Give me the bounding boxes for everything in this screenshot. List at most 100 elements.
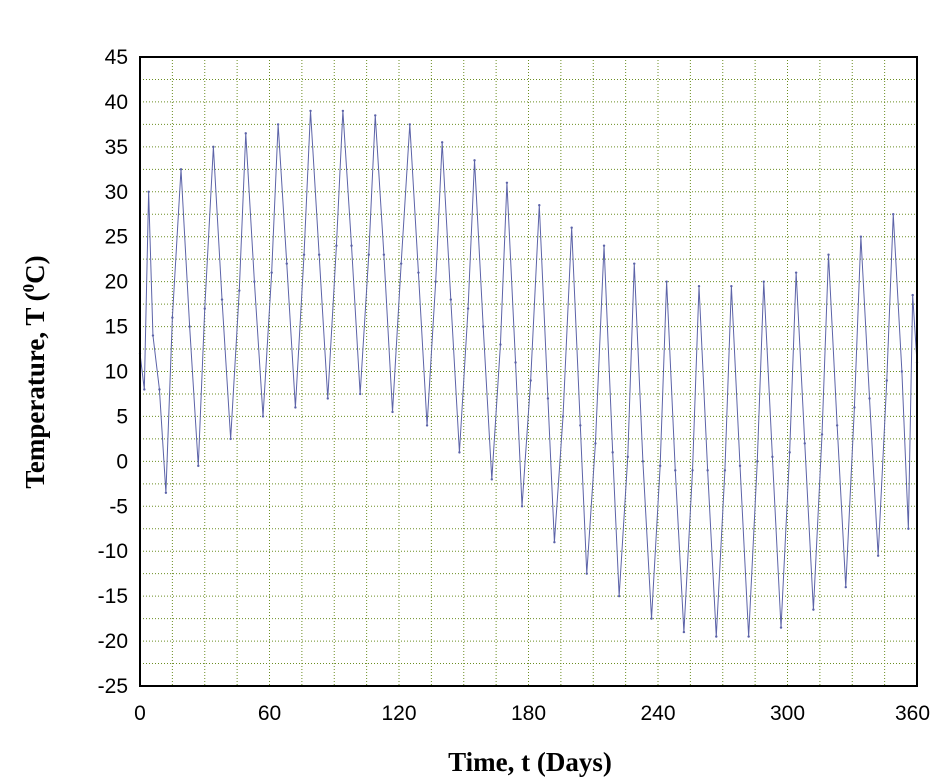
y-tick-label: 45	[105, 46, 128, 69]
y-tick-label: -15	[98, 585, 128, 608]
data-point	[835, 424, 839, 427]
data-point	[779, 626, 783, 629]
data-point	[706, 469, 709, 472]
data-point	[885, 379, 888, 382]
data-point	[585, 572, 588, 575]
data-point	[212, 145, 215, 149]
x-tick-label: 0	[134, 702, 146, 725]
data-point	[229, 437, 232, 441]
data-point	[367, 253, 370, 256]
data-point	[473, 159, 476, 162]
data-point	[812, 608, 815, 611]
data-point	[158, 388, 161, 391]
x-tick-label: 300	[770, 702, 805, 725]
data-point	[803, 442, 806, 445]
data-point	[715, 635, 718, 638]
data-point	[762, 280, 765, 283]
data-point	[335, 244, 338, 247]
data-point	[594, 442, 597, 445]
data-point	[499, 343, 502, 346]
data-point	[391, 410, 394, 414]
data-point	[326, 397, 329, 400]
y-axis-title-superscript: 0	[19, 284, 38, 293]
data-point	[697, 284, 701, 288]
data-point	[844, 585, 847, 589]
y-axis-title-main: Temperature, T (	[20, 292, 50, 488]
data-point	[529, 379, 532, 382]
data-point	[911, 293, 914, 297]
y-tick-label: -25	[98, 675, 128, 698]
data-point	[143, 388, 146, 391]
y-tick-label: 25	[105, 226, 128, 249]
data-point	[538, 204, 541, 207]
x-tick-label: 360	[895, 702, 930, 725]
data-point	[179, 168, 183, 171]
data-point	[747, 635, 750, 638]
data-point	[302, 253, 306, 256]
x-tick-label: 60	[258, 702, 281, 725]
data-point	[691, 469, 694, 472]
data-point	[626, 455, 629, 459]
data-point	[171, 316, 174, 319]
data-series	[138, 109, 919, 638]
data-point	[674, 469, 677, 472]
y-tick-label: 20	[105, 271, 128, 294]
data-point	[270, 271, 273, 274]
data-point	[253, 280, 256, 283]
data-point	[261, 415, 265, 418]
data-point	[658, 464, 662, 468]
data-point	[276, 123, 280, 126]
data-point	[611, 451, 614, 454]
data-point	[633, 262, 636, 265]
data-point	[561, 415, 565, 418]
data-point	[546, 397, 550, 400]
data-point	[514, 361, 517, 364]
data-point	[434, 280, 437, 283]
data-point	[238, 289, 241, 292]
y-tick-label: -5	[109, 495, 128, 518]
data-point	[820, 433, 824, 436]
y-tick-label: 0	[116, 450, 128, 473]
data-point	[244, 132, 247, 135]
data-point	[425, 424, 429, 427]
data-point	[570, 226, 573, 229]
data-point	[853, 406, 856, 409]
y-tick-label: -20	[98, 630, 128, 653]
data-point	[341, 109, 345, 113]
data-point	[481, 325, 485, 328]
x-tick-label: 180	[511, 702, 546, 725]
y-tick-label: 30	[105, 181, 128, 204]
data-point	[900, 370, 904, 373]
y-tick-label: -10	[98, 540, 128, 563]
y-axis-title-unit: C)	[20, 255, 50, 284]
plot-frame	[139, 56, 918, 687]
data-point	[408, 123, 411, 126]
data-point	[309, 109, 312, 113]
data-point	[650, 617, 653, 620]
y-tick-label: 40	[105, 91, 128, 114]
data-point	[738, 464, 742, 468]
x-tick-labels: 0 60 120 180 240 300 360	[134, 702, 930, 725]
data-point	[520, 505, 524, 508]
data-point	[490, 478, 494, 481]
data-point	[440, 141, 444, 144]
y-tick-label: 5	[116, 405, 128, 428]
data-point	[682, 630, 686, 634]
data-point	[350, 244, 353, 247]
data-point	[553, 541, 556, 544]
data-point	[892, 213, 895, 216]
data-point	[827, 253, 830, 256]
y-tick-labels: 45 40 35 30 25 20 15 10 5 0 -5 -10 -15 -20 -25	[98, 46, 128, 698]
data-point	[868, 397, 871, 400]
x-tick-label: 240	[640, 702, 675, 725]
data-point	[147, 190, 150, 193]
data-point	[458, 451, 461, 454]
temperature-series-line	[139, 110, 918, 637]
data-point	[730, 284, 733, 288]
data-point	[771, 455, 774, 459]
data-point	[907, 527, 910, 530]
data-point	[505, 181, 509, 184]
data-point	[876, 554, 880, 557]
data-point	[374, 114, 377, 117]
